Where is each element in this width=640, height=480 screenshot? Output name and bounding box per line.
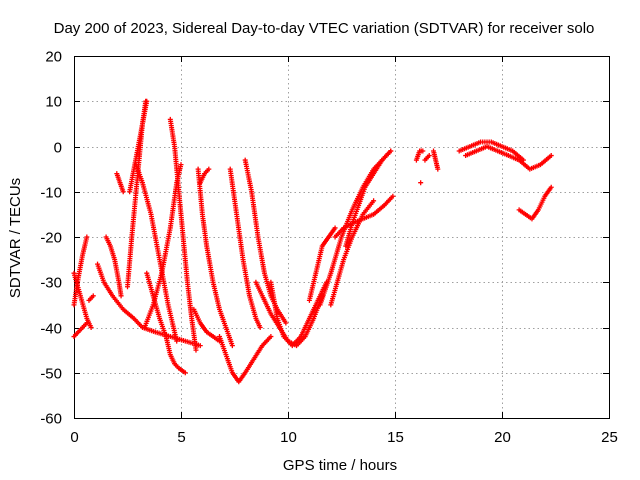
series-pass-24 xyxy=(328,198,377,308)
series-pass-07 xyxy=(114,171,126,195)
x-tick-label: 5 xyxy=(177,429,185,446)
data-point xyxy=(332,225,338,231)
data-point xyxy=(268,334,274,340)
data-point xyxy=(84,234,90,240)
series-pass-26 xyxy=(343,148,394,249)
data-point xyxy=(144,98,150,104)
series-pass-15 xyxy=(195,166,235,349)
chart-title: Day 200 of 2023, Sidereal Day-to-day VTE… xyxy=(54,20,595,37)
y-tick-label: -60 xyxy=(40,411,62,428)
data-point xyxy=(283,320,289,326)
series-pass-03 xyxy=(71,320,90,340)
data-point xyxy=(90,293,96,299)
series-pass-30 xyxy=(431,148,441,172)
series-pass-05 xyxy=(95,261,203,349)
axis-ticks xyxy=(74,56,610,419)
y-tick-label: 10 xyxy=(45,94,62,111)
data-point xyxy=(206,166,212,172)
series-pass-31 xyxy=(456,139,526,163)
series-pass-18 xyxy=(227,166,263,330)
x-tick-label: 15 xyxy=(387,429,404,446)
y-tick-labels: -60 -50 -40 -30 -20 -10 0 10 20 xyxy=(40,49,62,428)
series-pass-14 xyxy=(191,306,223,344)
series-pass-22 xyxy=(306,225,338,303)
y-tick-label: -10 xyxy=(40,185,62,202)
data-point xyxy=(174,338,180,344)
series-pass-10 xyxy=(133,162,180,344)
data-point xyxy=(548,153,554,159)
series-pass-17 xyxy=(217,334,274,385)
data-point xyxy=(435,166,441,172)
series-pass-28 xyxy=(422,153,432,163)
data-point xyxy=(229,343,235,349)
x-tick-label: 0 xyxy=(70,429,78,446)
data-point xyxy=(178,162,184,168)
y-tick-label: -40 xyxy=(40,321,62,338)
series-pass-13 xyxy=(142,162,184,330)
data-point xyxy=(182,370,188,376)
y-tick-label: 20 xyxy=(45,49,62,66)
data-point xyxy=(426,153,432,159)
data-point xyxy=(120,189,126,195)
x-axis-label: GPS time / hours xyxy=(283,457,397,474)
data-point xyxy=(88,325,94,330)
series-pass-19 xyxy=(242,157,289,326)
x-tick-label: 25 xyxy=(601,429,618,446)
data-point xyxy=(390,193,396,199)
data-point xyxy=(418,180,424,186)
x-tick-label: 20 xyxy=(494,429,511,446)
data-point xyxy=(84,320,90,326)
x-tick-labels: 0 5 10 15 20 25 xyxy=(70,429,618,446)
data-point xyxy=(548,184,554,190)
y-tick-label: -30 xyxy=(40,275,62,292)
data-point xyxy=(388,148,394,154)
series-pass-27 xyxy=(413,148,426,163)
x-tick-label: 10 xyxy=(280,429,297,446)
series-pass-16 xyxy=(197,166,212,186)
series-pass-32 xyxy=(463,144,554,172)
data-points xyxy=(71,98,554,385)
y-axis-label: SDTVAR / TECUs xyxy=(7,178,24,298)
y-tick-label: 0 xyxy=(54,140,62,157)
data-point xyxy=(193,347,199,353)
series-pass-02 xyxy=(71,234,90,308)
series-pass-04 xyxy=(86,293,96,303)
data-point xyxy=(118,293,124,299)
series-pass-33 xyxy=(516,184,554,222)
data-point xyxy=(371,198,377,204)
data-point xyxy=(420,148,426,154)
series-pass-21 xyxy=(268,279,330,349)
gridlines xyxy=(74,56,609,418)
series-pass-29 xyxy=(418,180,424,186)
y-tick-label: -50 xyxy=(40,366,62,383)
y-tick-label: -20 xyxy=(40,230,62,247)
data-point xyxy=(257,325,263,330)
series-pass-06 xyxy=(103,234,124,299)
data-point xyxy=(197,343,203,349)
